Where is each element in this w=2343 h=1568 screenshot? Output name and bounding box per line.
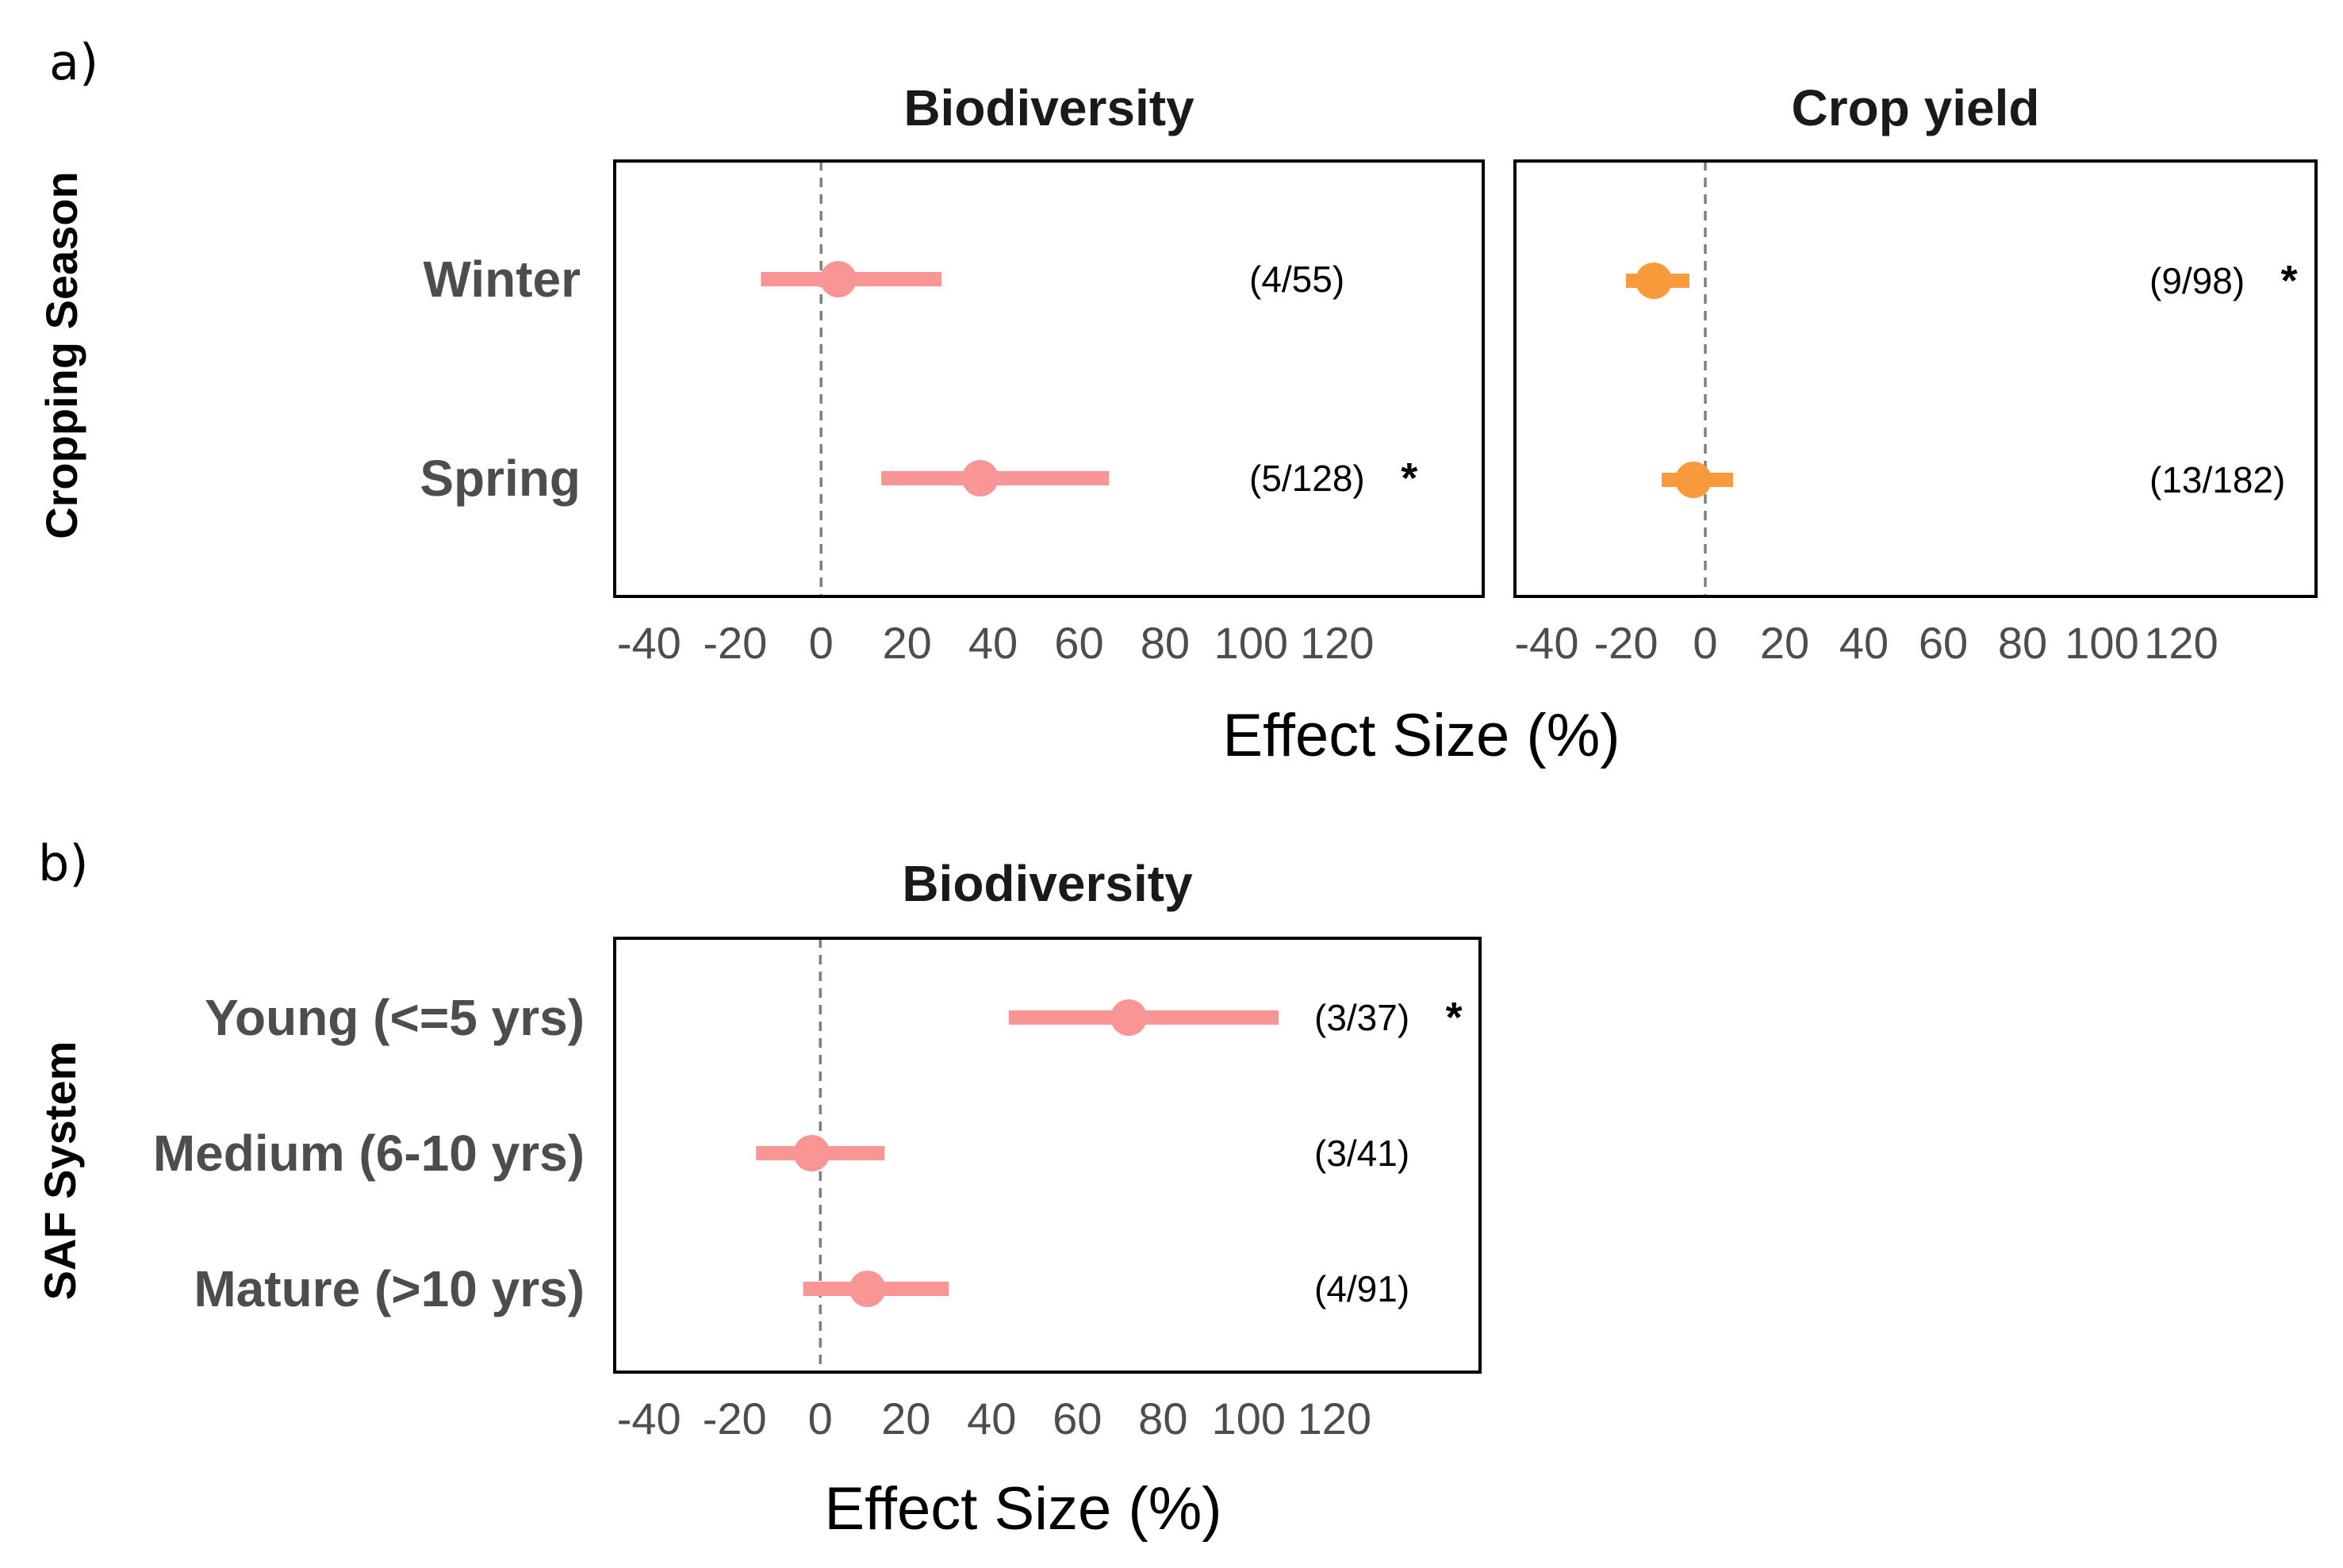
plot-title: Biodiversity (902, 855, 1193, 912)
forest-plot-crop-yield-1: Crop yield (9/98) * (13/182) -40 -20 0 20 40 60 80… (1513, 79, 2318, 668)
point-estimate-spring (961, 460, 999, 496)
n-label-winter: (4/55) (1249, 259, 1344, 300)
x-tick-label: 120 (1298, 1394, 1371, 1443)
x-tick-label: 80 (1138, 1394, 1187, 1443)
point-estimate-mature-10-yrs (849, 1271, 886, 1307)
x-tick-label: -40 (617, 618, 681, 668)
significance-star: * (2281, 257, 2298, 305)
n-label-winter: (9/98) (2149, 260, 2245, 301)
x-tick-label: -40 (617, 1394, 681, 1443)
x-tick-label: 60 (1053, 1394, 1102, 1443)
panel-letter-b: b) (38, 834, 89, 892)
x-tick-label: 120 (1300, 618, 1374, 668)
plot-title: Biodiversity (903, 79, 1195, 136)
category-label-spring: Spring (420, 450, 581, 507)
x-tick-label: 20 (1760, 618, 1809, 668)
forest-plot-biodiversity-2: Biodiversity (3/37) * Young (<=5 yrs) (3/41)… (153, 855, 1482, 1443)
plot-frame (613, 159, 1485, 598)
x-tick-label: -20 (703, 1394, 767, 1443)
x-tick-label: 100 (1214, 618, 1288, 668)
x-tick-label: 20 (882, 618, 931, 668)
x-tick-label: 60 (1919, 618, 1968, 668)
panel-letter-a: a) (49, 33, 98, 91)
x-tick-label: 0 (808, 1394, 833, 1443)
x-tick-label: 100 (1212, 1394, 1286, 1443)
point-estimate-spring (1675, 462, 1712, 498)
plot-frame (613, 937, 1482, 1374)
x-tick-label: 120 (2144, 618, 2218, 668)
forest-plots: Biodiversity (4/55) Winter (5/128) * Spring -4… (153, 79, 2318, 1443)
n-label-mature-10-yrs: (4/91) (1314, 1268, 1409, 1309)
point-estimate-winter (1635, 263, 1672, 299)
point-estimate-young-5-yrs (1110, 999, 1148, 1036)
x-tick-label: 60 (1054, 618, 1103, 668)
n-label-spring: (5/128) (1249, 458, 1365, 499)
x-tick-label: 80 (1141, 618, 1190, 668)
x-axis-title-panel-a: Effect Size (%) (1222, 702, 1620, 769)
y-axis-title-cropping-season: Cropping Season (36, 171, 86, 539)
category-label-mature-10-yrs: Mature (>10 yrs) (194, 1260, 585, 1317)
x-tick-label: -20 (703, 618, 767, 668)
x-tick-label: 0 (1693, 618, 1717, 668)
y-axis-title-saf-system: SAF System (35, 1041, 85, 1301)
x-tick-label: -20 (1594, 618, 1659, 668)
x-axis-title-panel-b: Effect Size (%) (824, 1475, 1221, 1543)
x-tick-label: -40 (1515, 618, 1579, 668)
point-estimate-winter (819, 261, 857, 297)
plot-frame (1513, 159, 2318, 598)
n-label-spring: (13/182) (2149, 459, 2285, 500)
x-tick-label: 40 (967, 1394, 1016, 1443)
plot-title: Crop yield (1792, 79, 2040, 136)
significance-star: * (1446, 994, 1463, 1041)
category-label-medium-6-10-yrs: Medium (6-10 yrs) (153, 1125, 585, 1182)
x-tick-label: 40 (1839, 618, 1889, 668)
category-label-young-5-yrs: Young (<=5 yrs) (205, 989, 585, 1046)
point-estimate-medium-6-10-yrs (793, 1135, 830, 1171)
x-tick-label: 20 (881, 1394, 930, 1443)
x-tick-label: 40 (968, 618, 1018, 668)
x-tick-label: 0 (809, 618, 834, 668)
category-label-winter: Winter (423, 251, 581, 308)
x-tick-label: 80 (1998, 618, 2047, 668)
forest-plot-biodiversity-0: Biodiversity (4/55) Winter (5/128) * Spring -4… (420, 79, 1485, 668)
n-label-medium-6-10-yrs: (3/41) (1314, 1133, 1409, 1174)
n-label-young-5-yrs: (3/37) (1314, 997, 1409, 1038)
significance-star: * (1401, 454, 1417, 502)
x-tick-label: 100 (2065, 618, 2138, 668)
